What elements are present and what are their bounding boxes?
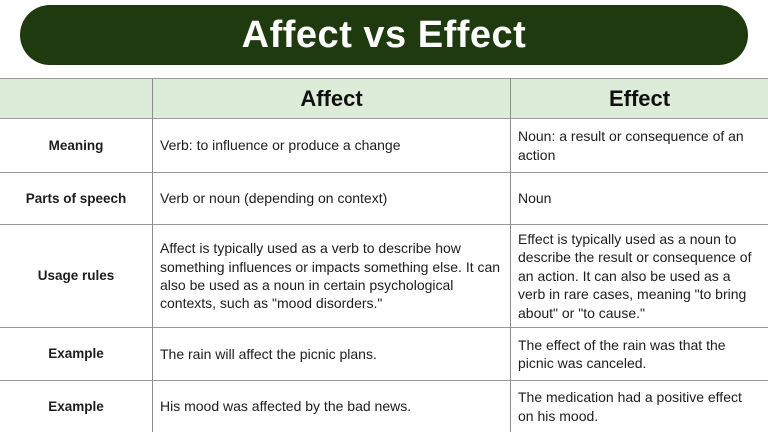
cell-usage-effect: Effect is typically used as a noun to de… (510, 224, 768, 327)
cell-example1-effect: The effect of the rain was that the picn… (510, 327, 768, 380)
header-cell-affect: Affect (152, 78, 510, 118)
row-label-parts-of-speech: Parts of speech (0, 172, 152, 224)
row-label-meaning: Meaning (0, 118, 152, 172)
page-title: Affect vs Effect (241, 14, 527, 56)
cell-example1-affect: The rain will affect the picnic plans. (152, 327, 510, 380)
row-label-usage-rules: Usage rules (0, 224, 152, 327)
row-label-example-2: Example (0, 380, 152, 432)
comparison-table: Affect Effect Meaning Verb: to influence… (0, 78, 768, 432)
header-cell-empty (0, 78, 152, 118)
cell-parts-effect: Noun (510, 172, 768, 224)
header-cell-effect: Effect (510, 78, 768, 118)
cell-example2-affect: His mood was affected by the bad news. (152, 380, 510, 432)
row-label-example-1: Example (0, 327, 152, 380)
cell-meaning-affect: Verb: to influence or produce a change (152, 118, 510, 172)
cell-example2-effect: The medication had a positive effect on … (510, 380, 768, 432)
title-banner: Affect vs Effect (20, 5, 748, 65)
cell-usage-affect: Affect is typically used as a verb to de… (152, 224, 510, 327)
cell-meaning-effect: Noun: a result or consequence of an acti… (510, 118, 768, 172)
cell-parts-affect: Verb or noun (depending on context) (152, 172, 510, 224)
